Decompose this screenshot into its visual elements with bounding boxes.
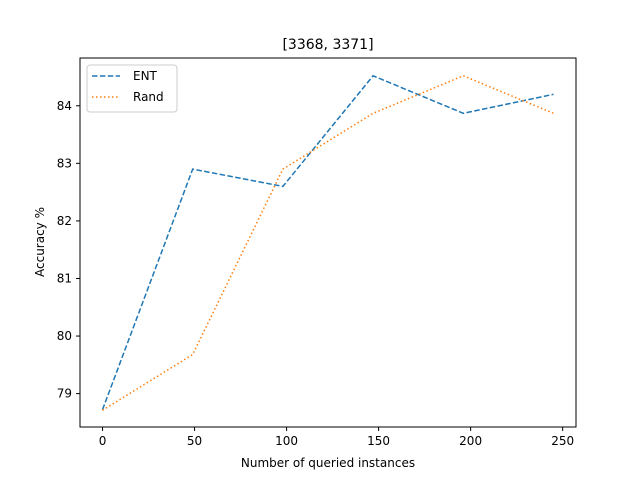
x-tick-label: 50 bbox=[187, 434, 202, 448]
plot-frame bbox=[79, 57, 577, 428]
x-tick-label: 200 bbox=[459, 434, 482, 448]
x-tick-label: 0 bbox=[99, 434, 107, 448]
y-tick-label: 82 bbox=[57, 214, 72, 228]
y-tick-label: 79 bbox=[57, 387, 72, 401]
x-tick-label: 150 bbox=[367, 434, 390, 448]
chart-title: [3368, 3371] bbox=[282, 37, 373, 53]
axis-ticks: 0 50 100 150 200 250 79 80 81 82 83 84 bbox=[57, 99, 574, 448]
x-tick-label: 250 bbox=[551, 434, 574, 448]
series-line-rand bbox=[102, 74, 554, 411]
legend-label-rand: Rand bbox=[133, 90, 164, 104]
y-tick-label: 83 bbox=[57, 156, 72, 170]
y-tick-label: 81 bbox=[57, 271, 72, 285]
plot-content bbox=[101, 74, 554, 411]
legend-label-ent: ENT bbox=[133, 69, 158, 83]
y-tick-label: 80 bbox=[57, 329, 72, 343]
y-tick-label: 84 bbox=[57, 99, 72, 113]
x-axis-label: Number of queried instances bbox=[241, 456, 415, 470]
legend-box bbox=[86, 64, 178, 113]
y-axis-label: Accuracy % bbox=[33, 207, 47, 277]
x-tick-label: 100 bbox=[275, 434, 298, 448]
legend: ENT Rand bbox=[86, 64, 178, 113]
series-line-ent bbox=[101, 74, 554, 410]
